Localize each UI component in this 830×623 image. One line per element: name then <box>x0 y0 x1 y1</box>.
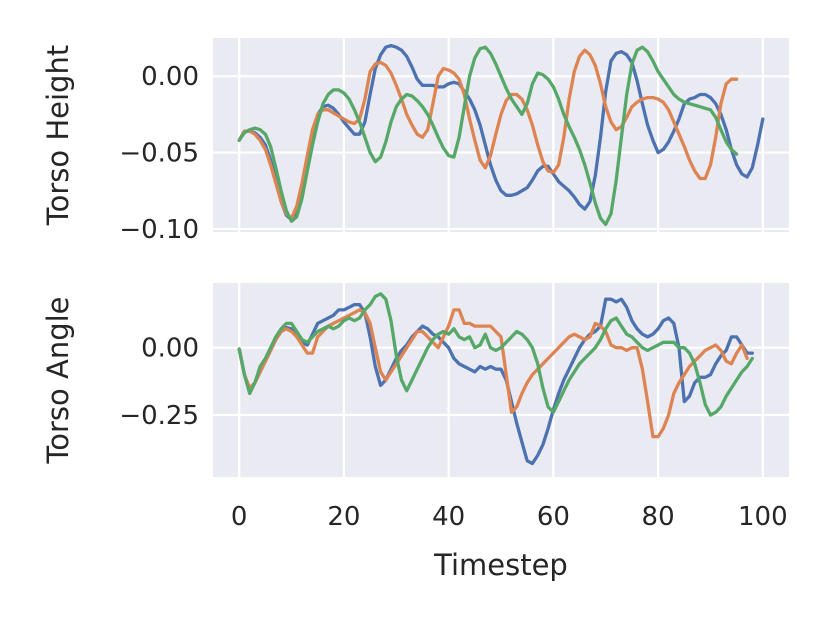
torso-height-panel: 0.00 −0.05 −0.10 Torso Height <box>41 38 789 245</box>
series-line-1 <box>237 297 754 466</box>
y-tick-label: −0.05 <box>119 139 199 169</box>
x-tick-label: 60 <box>537 502 570 532</box>
x-tick-label: 0 <box>231 502 248 532</box>
y-tick-label: 0.00 <box>141 62 199 92</box>
x-tick-label: 80 <box>642 502 675 532</box>
x-tick-label: 40 <box>432 502 465 532</box>
y-tick-label: −0.10 <box>119 215 199 245</box>
torso-angle-panel: 0.00 −0.25 0 20 40 60 80 100 Torso Angle Timestep <box>41 283 789 582</box>
x-tick-label: 20 <box>327 502 360 532</box>
series-line-2 <box>237 308 749 439</box>
y-tick-label: −0.25 <box>119 401 199 431</box>
y-axis-label: Torso Height <box>41 45 75 226</box>
plot-background <box>213 38 789 232</box>
series-line-3 <box>237 45 739 227</box>
x-axis-label: Timestep <box>433 548 568 582</box>
x-tick-label: 100 <box>738 502 788 532</box>
plot-background <box>213 283 789 477</box>
y-tick-label: 0.00 <box>141 334 199 364</box>
series-line-3 <box>237 292 754 417</box>
y-axis-label: Torso Angle <box>41 296 75 464</box>
